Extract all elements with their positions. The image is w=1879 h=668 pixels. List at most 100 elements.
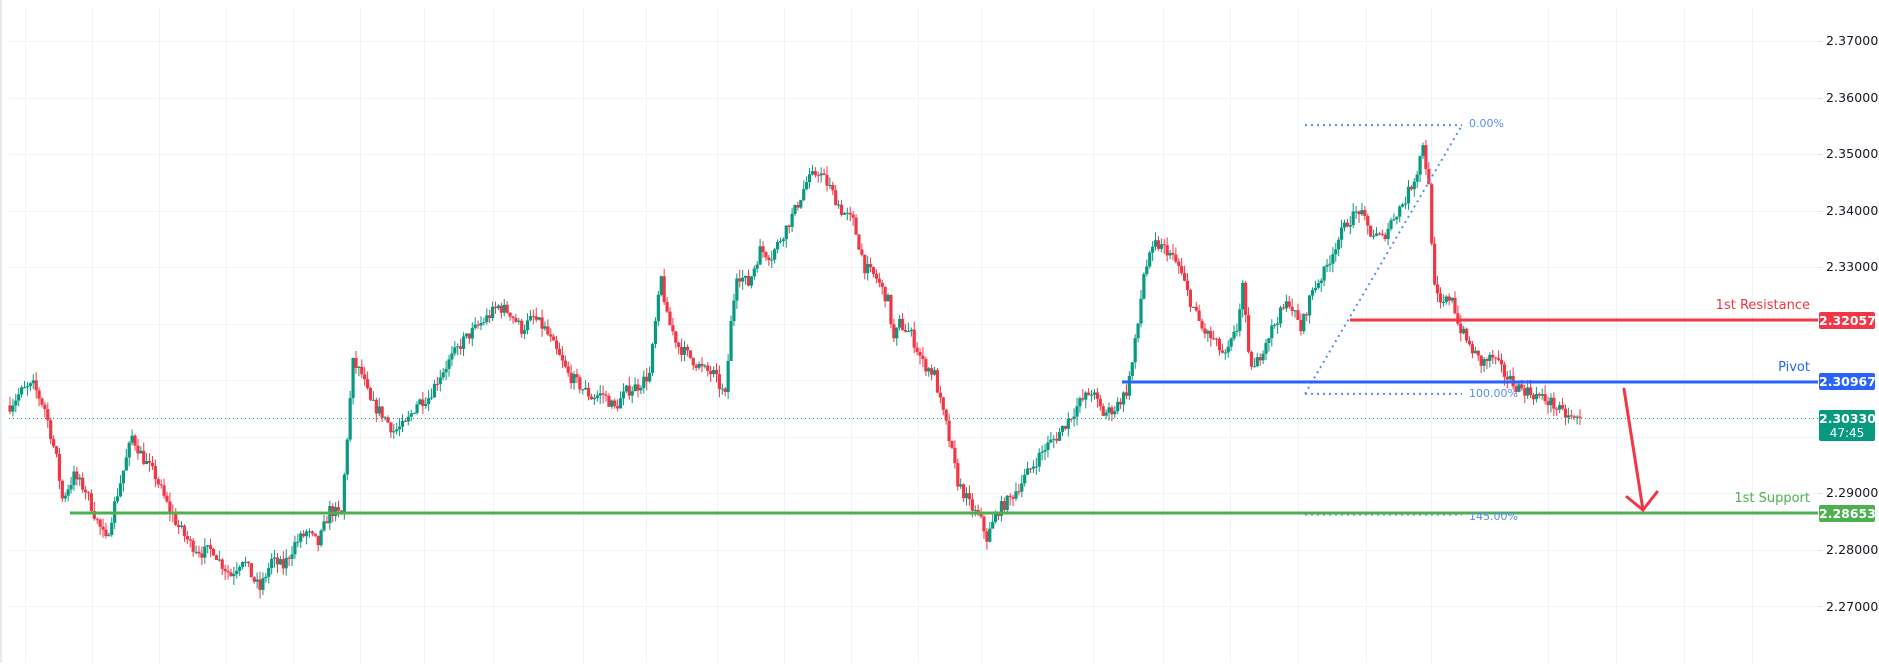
candle-bearish bbox=[136, 445, 140, 454]
candle-bullish bbox=[1235, 330, 1239, 332]
candle-bullish bbox=[464, 333, 469, 337]
candle-bullish bbox=[837, 204, 841, 206]
candle-bearish bbox=[182, 525, 187, 537]
candle-bearish bbox=[839, 204, 844, 215]
candle-bearish bbox=[915, 347, 919, 352]
candle-bearish bbox=[435, 383, 439, 385]
candle-bearish bbox=[403, 420, 408, 422]
candle-bearish bbox=[1296, 310, 1300, 321]
candle-bearish bbox=[677, 342, 681, 347]
candle-bullish bbox=[697, 363, 701, 368]
candle-bullish bbox=[1325, 264, 1329, 267]
candle-bearish bbox=[1430, 184, 1434, 244]
candle-bullish bbox=[1046, 442, 1050, 451]
candle-bullish bbox=[653, 321, 658, 345]
axis-tick-2-35: 2.35000 bbox=[1826, 146, 1879, 161]
candle-bullish bbox=[819, 173, 823, 176]
candle-bearish bbox=[767, 257, 771, 260]
candle-bearish bbox=[316, 535, 320, 546]
candlestick-series[interactable] bbox=[8, 139, 1582, 599]
candle-bearish bbox=[1476, 350, 1480, 356]
candle-bearish bbox=[851, 214, 855, 218]
candle-bearish bbox=[147, 461, 152, 463]
candle-bullish bbox=[988, 528, 992, 542]
candle-bullish bbox=[432, 383, 437, 398]
candle-bullish bbox=[107, 534, 111, 536]
candle-bearish bbox=[918, 351, 922, 356]
candle-bullish bbox=[1049, 439, 1053, 443]
candle-bullish bbox=[659, 276, 663, 295]
candle-bearish bbox=[188, 539, 192, 541]
candle-bullish bbox=[1328, 263, 1332, 265]
candle-bearish bbox=[531, 316, 535, 318]
candle-bullish bbox=[1406, 186, 1411, 204]
candle-bearish bbox=[310, 531, 314, 534]
candle-bearish bbox=[1345, 222, 1350, 227]
candle-bearish bbox=[900, 318, 905, 330]
candle-bearish bbox=[604, 394, 608, 396]
candle-bullish bbox=[1412, 181, 1416, 190]
candle-bullish bbox=[290, 554, 294, 559]
candle-bullish bbox=[496, 305, 501, 309]
candle-bullish bbox=[1395, 216, 1399, 220]
candle-bullish bbox=[807, 174, 812, 183]
candle-bearish bbox=[709, 370, 713, 375]
candle-bullish bbox=[886, 294, 890, 302]
candle-bullish bbox=[284, 557, 288, 569]
candle-bullish bbox=[121, 470, 125, 484]
candle-bullish bbox=[1116, 401, 1120, 412]
candle-bearish bbox=[921, 355, 925, 360]
candle-bullish bbox=[1232, 331, 1236, 339]
candle-bearish bbox=[1028, 468, 1033, 470]
candle-bearish bbox=[967, 493, 972, 500]
candle-bearish bbox=[1494, 357, 1498, 359]
candle-bullish bbox=[650, 344, 655, 373]
candle-bearish bbox=[37, 390, 41, 399]
arrow-head-icon bbox=[1625, 490, 1659, 512]
candle-bullish bbox=[1398, 206, 1402, 217]
candle-bearish bbox=[389, 422, 393, 433]
candle-bearish bbox=[1281, 307, 1286, 309]
candle-bullish bbox=[264, 576, 268, 579]
candle-bullish bbox=[1153, 240, 1158, 247]
candle-bullish bbox=[592, 397, 596, 400]
candle-bearish bbox=[1555, 408, 1559, 410]
candle-bullish bbox=[406, 416, 410, 422]
candle-bullish bbox=[278, 559, 282, 565]
candle-bullish bbox=[802, 189, 806, 201]
candle-bearish bbox=[601, 393, 605, 395]
candle-bullish bbox=[959, 484, 963, 487]
candle-bearish bbox=[60, 480, 64, 499]
candle-bullish bbox=[450, 353, 454, 360]
candle-bullish bbox=[145, 461, 149, 464]
candle-bearish bbox=[249, 563, 253, 578]
candle-bearish bbox=[1165, 245, 1169, 256]
candle-bullish bbox=[1255, 357, 1259, 367]
down-arrow-annotation[interactable] bbox=[1622, 387, 1645, 512]
candle-bullish bbox=[235, 570, 239, 575]
candle-bearish bbox=[499, 305, 503, 313]
candle-bearish bbox=[662, 276, 666, 302]
candle-bullish bbox=[118, 483, 123, 497]
candle-bearish bbox=[1188, 289, 1193, 307]
candle-bullish bbox=[17, 394, 21, 401]
candle-bullish bbox=[735, 278, 739, 301]
candle-bullish bbox=[720, 388, 724, 390]
candle-bullish bbox=[1482, 359, 1486, 366]
fib-level-0-label: 0.00% bbox=[1469, 117, 1504, 130]
candle-bullish bbox=[1566, 415, 1570, 418]
candle-bullish bbox=[66, 489, 70, 496]
candle-bullish bbox=[194, 551, 198, 553]
fib-trendline[interactable] bbox=[1304, 124, 1463, 395]
candle-bearish bbox=[685, 346, 690, 351]
candle-bearish bbox=[549, 334, 553, 337]
candle-bullish bbox=[1386, 228, 1390, 239]
candle-bearish bbox=[1209, 330, 1213, 339]
candle-bearish bbox=[89, 493, 94, 511]
candle-bullish bbox=[932, 370, 937, 375]
candle-bullish bbox=[1310, 290, 1315, 296]
candle-bearish bbox=[1514, 386, 1518, 392]
candle-bullish bbox=[1078, 398, 1082, 407]
